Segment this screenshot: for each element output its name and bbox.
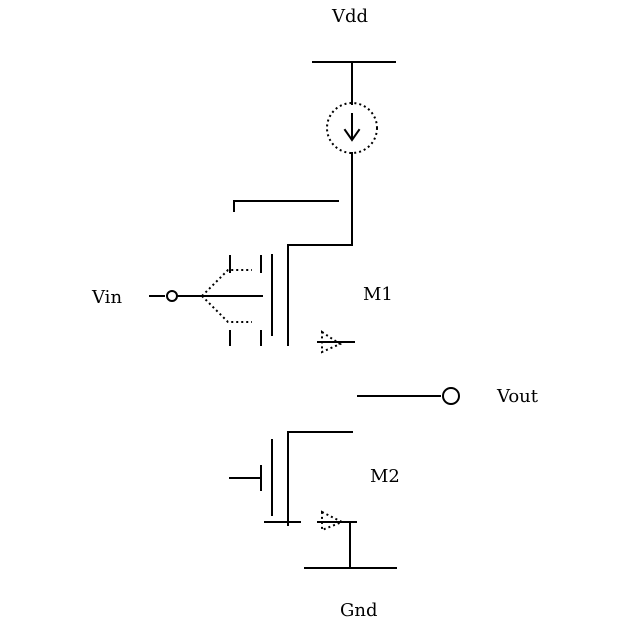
m2-label: M2 [370, 466, 400, 487]
vin-label: Vin [91, 287, 122, 308]
vin-input: Vin [91, 269, 263, 323]
transistor-m1: M1 [229, 244, 393, 354]
gnd-rail: Gnd [304, 567, 397, 621]
vdd-rail: Vdd [312, 6, 396, 79]
gnd-label: Gnd [340, 600, 378, 621]
current-source [326, 77, 378, 246]
vdd-label: Vdd [331, 6, 368, 27]
vout-output: Vout [357, 386, 539, 407]
bias-stub [233, 200, 339, 212]
m1-label: M1 [363, 284, 393, 305]
transistor-m2: M2 [229, 431, 400, 569]
vout-label: Vout [496, 386, 539, 407]
